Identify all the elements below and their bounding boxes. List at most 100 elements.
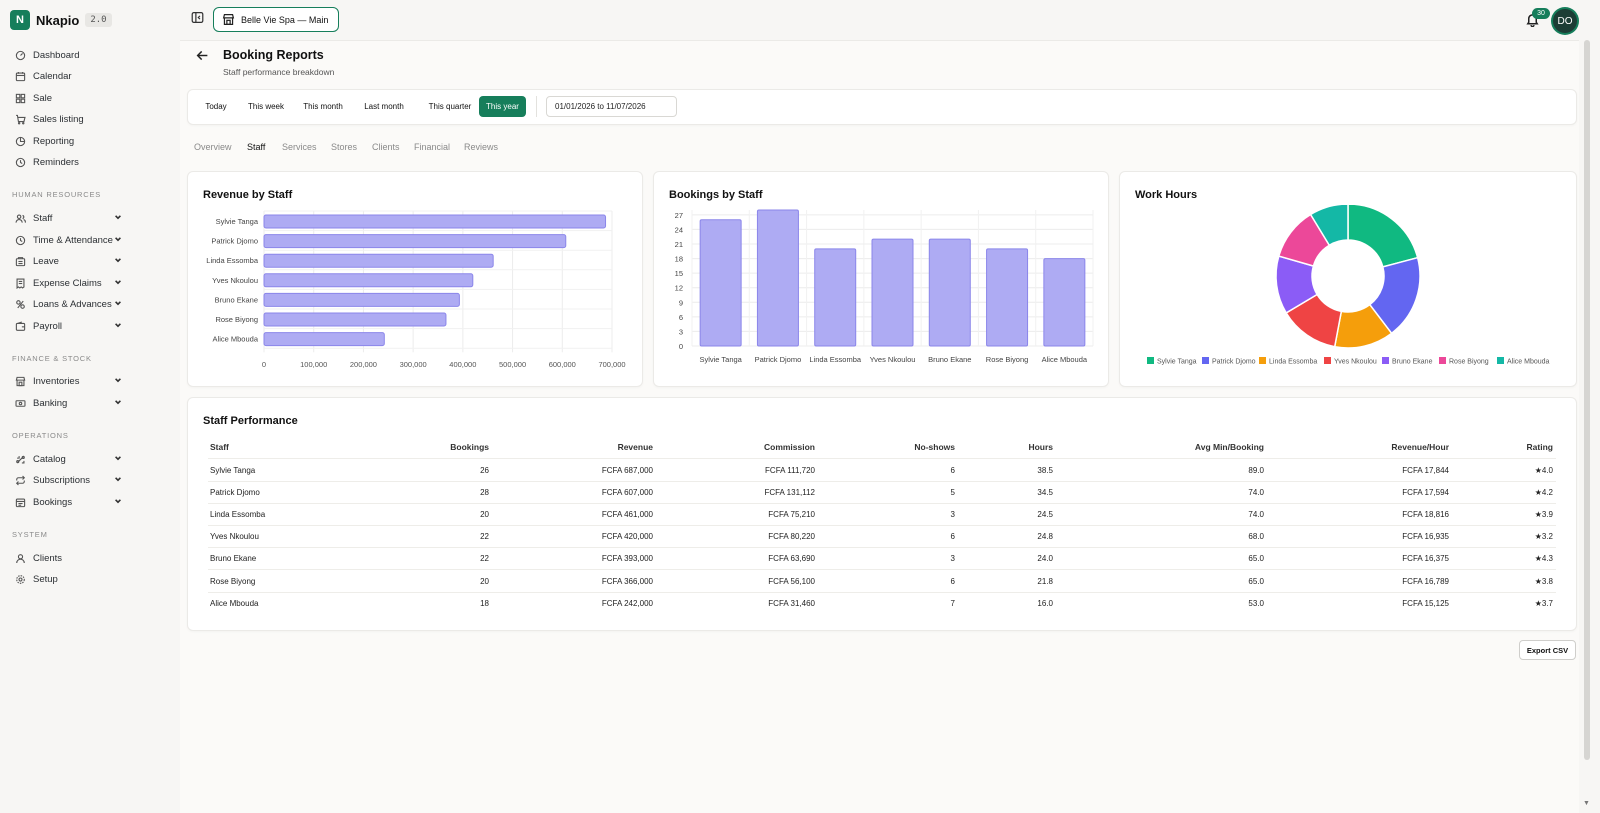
sidebar-item-setup[interactable]: Setup — [14, 570, 124, 588]
table-cell: 53.0 — [1248, 598, 1264, 608]
range-button-this-quarter[interactable]: This quarter — [419, 96, 481, 117]
sidebar-item-reminders[interactable]: Reminders — [14, 153, 124, 171]
range-button-today[interactable]: Today — [196, 96, 236, 117]
sidebar-item-reporting[interactable]: Reporting — [14, 132, 124, 150]
sidebar-item-expense-claims[interactable]: Expense Claims — [14, 274, 124, 292]
export-csv-button[interactable]: Export CSV — [1519, 640, 1576, 660]
sidebar: N Nkapio 2.0 Dashboard Calendar Sale Sales … — [0, 0, 180, 813]
sidebar-item-bookings[interactable]: Bookings — [14, 493, 124, 511]
sidebar-item-clients[interactable]: Clients — [14, 549, 124, 567]
tab-stores[interactable]: Stores — [331, 142, 358, 152]
revenue-category-label: Rose Biyong — [215, 315, 258, 324]
user-avatar[interactable]: DO — [1553, 9, 1577, 33]
table-cell: 20 — [480, 510, 489, 520]
bank-icon — [14, 397, 26, 409]
bookings-bar[interactable] — [1043, 258, 1086, 347]
column-header[interactable]: Rating — [1526, 442, 1553, 452]
bookings-y-tick: 15 — [675, 269, 683, 278]
sidebar-item-subscriptions[interactable]: Subscriptions — [14, 471, 124, 489]
revenue-bar[interactable] — [263, 273, 474, 288]
column-header[interactable]: Bookings — [450, 442, 489, 452]
table-cell: Sylvie Tanga — [210, 466, 256, 475]
store-selector-button[interactable]: Belle Vie Spa — Main — [213, 7, 339, 32]
table-cell: ★4.3 — [1534, 554, 1553, 564]
chevron-down-icon[interactable] — [114, 475, 124, 485]
chevron-down-icon[interactable] — [114, 398, 124, 408]
column-header[interactable]: Commission — [763, 442, 815, 452]
sidebar-item-dashboard[interactable]: Dashboard — [14, 46, 124, 64]
tab-clients[interactable]: Clients — [372, 142, 400, 152]
tab-reviews[interactable]: Reviews — [464, 142, 499, 152]
chevron-down-icon[interactable] — [114, 278, 124, 288]
sidebar-toggle-icon[interactable] — [191, 11, 204, 24]
sidebar-item-sales-listing[interactable]: Sales listing — [14, 110, 124, 128]
brand-logo: N — [10, 10, 30, 30]
table-cell: Patrick Djomo — [210, 488, 260, 498]
revenue-bar[interactable] — [263, 214, 607, 229]
chevron-down-icon[interactable] — [114, 256, 124, 266]
sidebar-item-time-attendance[interactable]: Time & Attendance — [14, 231, 124, 249]
sidebar-item-loans-advances[interactable]: Loans & Advances — [14, 295, 124, 313]
column-header[interactable]: Staff — [210, 442, 229, 452]
brand[interactable]: N Nkapio 2.0 — [10, 10, 112, 30]
tab-overview[interactable]: Overview — [194, 142, 232, 152]
revenue-bar[interactable] — [263, 312, 447, 327]
revenue-x-tick: 100,000 — [300, 360, 327, 369]
sidebar-item-catalog[interactable]: Catalog — [14, 450, 124, 468]
sidebar-item-staff[interactable]: Staff — [14, 209, 124, 227]
bookings-bar[interactable] — [756, 209, 799, 347]
bookings-bar[interactable] — [699, 219, 742, 347]
chevron-down-icon[interactable] — [114, 497, 124, 507]
hours-slice[interactable] — [1309, 205, 1349, 247]
column-header[interactable]: No-shows — [914, 442, 955, 452]
sidebar-item-label: Reminders — [33, 156, 79, 168]
revenue-bar[interactable] — [263, 332, 385, 347]
chevron-down-icon[interactable] — [114, 213, 124, 223]
chevron-down-icon[interactable] — [114, 376, 124, 386]
table-cell: FCFA 420,000 — [601, 532, 653, 542]
chevron-down-icon[interactable] — [114, 299, 124, 309]
range-button-this-year[interactable]: This year — [479, 96, 526, 117]
range-button-last-month[interactable]: Last month — [356, 96, 412, 117]
scrollbar-thumb[interactable] — [1584, 40, 1590, 760]
date-range-input[interactable] — [546, 96, 677, 117]
sidebar-item-label: Sale — [33, 92, 53, 104]
revenue-bar[interactable] — [263, 292, 460, 307]
app-version: 2.0 — [85, 13, 112, 27]
revenue-bar[interactable] — [263, 234, 567, 249]
column-header[interactable]: Revenue — [617, 442, 653, 452]
chevron-down-icon[interactable] — [114, 321, 124, 331]
table-cell: 24.8 — [1037, 532, 1053, 542]
chevron-down-icon[interactable] — [114, 235, 124, 245]
column-header[interactable]: Hours — [1028, 442, 1053, 452]
bookings-bar[interactable] — [814, 248, 857, 347]
table-row-divider — [208, 481, 1556, 482]
revenue-bar[interactable] — [263, 253, 494, 268]
sidebar-item-banking[interactable]: Banking — [14, 394, 124, 412]
sidebar-item-payroll[interactable]: Payroll — [14, 317, 124, 335]
chevron-down-icon[interactable] — [114, 454, 124, 464]
tab-financial[interactable]: Financial — [414, 142, 451, 152]
bookings-bar[interactable] — [986, 248, 1029, 347]
back-arrow-icon[interactable] — [196, 49, 210, 63]
sidebar-section-label: HUMAN RESOURCES — [12, 190, 102, 199]
bookings-category-label: Linda Essomba — [809, 355, 862, 364]
sidebar-item-calendar[interactable]: Calendar — [14, 67, 124, 85]
sidebar-item-leave[interactable]: Leave — [14, 252, 124, 270]
column-header[interactable]: Avg Min/Booking — [1194, 442, 1264, 452]
table-cell: ★4.0 — [1534, 466, 1553, 475]
range-button-this-week[interactable]: This week — [242, 96, 290, 117]
bookings-bar[interactable] — [871, 238, 914, 347]
table-cell: 38.5 — [1037, 466, 1053, 475]
sidebar-item-inventories[interactable]: Inventories — [14, 372, 124, 390]
tab-staff[interactable]: Staff — [247, 142, 266, 152]
sidebar-item-sale[interactable]: Sale — [14, 89, 124, 107]
bookings-bar[interactable] — [928, 238, 971, 347]
scroll-down-arrow[interactable]: ▼ — [1583, 800, 1590, 807]
hours-slice[interactable] — [1347, 205, 1419, 268]
chart-icon — [14, 135, 26, 147]
range-button-this-month[interactable]: This month — [296, 96, 350, 117]
column-header[interactable]: Revenue/Hour — [1391, 442, 1449, 452]
tab-services[interactable]: Services — [282, 142, 317, 152]
revenue-category-label: Patrick Djomo — [211, 237, 258, 246]
